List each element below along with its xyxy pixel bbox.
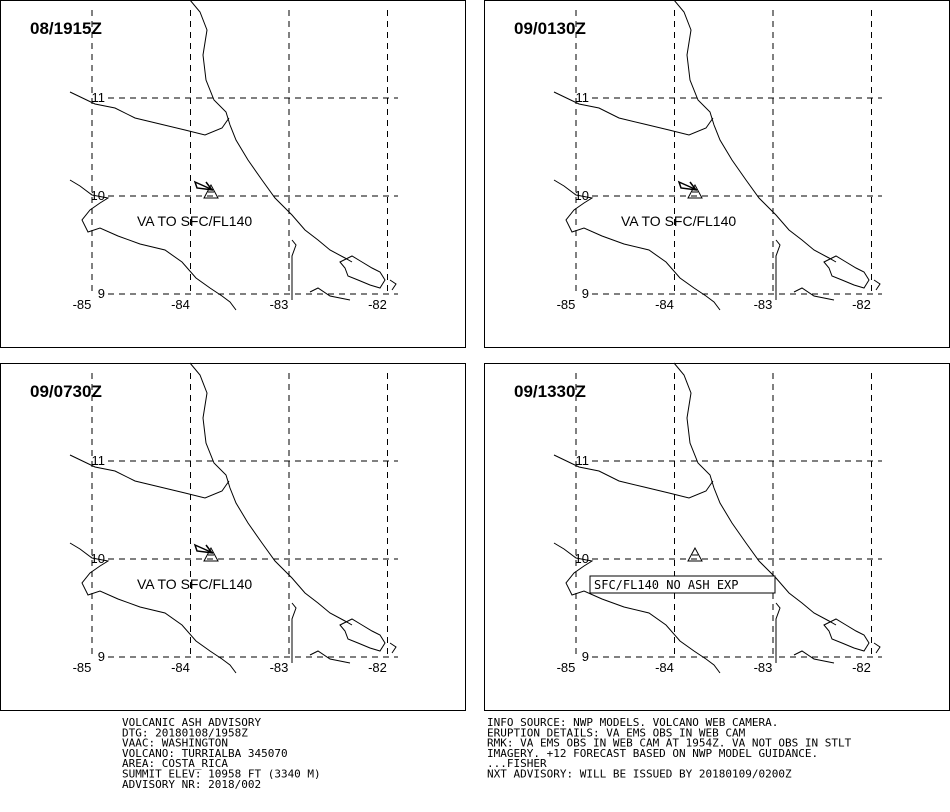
- ash-label: VA TO SFC/FL140: [137, 576, 252, 592]
- coastline: [673, 362, 837, 626]
- coastline: [553, 179, 721, 311]
- lon-label: -82: [368, 297, 387, 312]
- advisory-line: ...FISHER: [487, 757, 547, 770]
- coastline: [673, 0, 837, 263]
- ash-area: [193, 180, 214, 191]
- lon-label: -83: [754, 297, 773, 312]
- ash-label: VA TO SFC/FL140: [137, 213, 252, 229]
- coastline: [291, 239, 397, 301]
- panel-border: [484, 363, 950, 711]
- lat-label: 9: [98, 649, 105, 664]
- lon-label: -85: [73, 660, 92, 675]
- lat-label: 11: [576, 90, 590, 105]
- ash-area: [677, 180, 698, 191]
- coastline: [69, 179, 237, 311]
- map-panel: 11 10 9 -85 -84 -83 -82 08/1915Z VA TO SFC/FL140: [0, 0, 466, 348]
- advisory-line: NXT ADVISORY: WILL BE ISSUED BY 20180109…: [487, 768, 792, 781]
- lon-label: -82: [852, 297, 871, 312]
- coastline: [69, 542, 237, 674]
- lat-label: 9: [582, 286, 589, 301]
- lon-label: -83: [270, 660, 289, 675]
- panel-border: [0, 363, 466, 711]
- advisory-line: VOLCANIC ASH ADVISORY: [122, 716, 261, 729]
- lon-label: -83: [270, 297, 289, 312]
- coastline: [189, 0, 353, 263]
- advisory-line: INFO SOURCE: NWP MODELS. VOLCANO WEB CAM…: [487, 716, 778, 729]
- map-panel: 11 10 9 -85 -84 -83 -82 09/0130Z VA TO SFC/FL140: [484, 0, 950, 348]
- coastline: [553, 91, 714, 136]
- lon-label: -84: [655, 660, 674, 675]
- map-panel: 11 10 9 -85 -84 -83 -82 09/1330Z SFC/FL140 NO AS…: [484, 362, 950, 711]
- advisory-line: ADVISORY NR: 2018/002: [122, 778, 261, 791]
- lat-label: 10: [91, 188, 105, 203]
- lat-label: 9: [582, 649, 589, 664]
- coastline: [553, 542, 721, 674]
- lon-label: -85: [557, 660, 576, 675]
- advisory-line: RMK: VA EMS OBS IN WEB CAM AT 1954Z. VA …: [487, 737, 852, 750]
- advisory-line: SUMMIT ELEV: 10958 FT (3340 M): [122, 768, 321, 781]
- lat-label: 10: [575, 188, 589, 203]
- volcano-symbol: [687, 546, 703, 562]
- map-panel: 11 10 9 -85 -84 -83 -82 09/0730Z VA TO SFC/FL140: [0, 362, 466, 711]
- lat-label: 11: [92, 453, 106, 468]
- lon-label: -85: [557, 297, 576, 312]
- label-box: [589, 575, 776, 594]
- ash-area: [193, 543, 214, 554]
- lat-label: 10: [91, 551, 105, 566]
- lon-label: -84: [655, 297, 674, 312]
- lon-label: -82: [368, 660, 387, 675]
- lat-label: 11: [92, 90, 106, 105]
- advisory-line: DTG: 20180108/1958Z: [122, 726, 248, 739]
- lon-label: -85: [73, 297, 92, 312]
- advisory-line: VAAC: WASHINGTON: [122, 737, 228, 750]
- forecast-time: 09/0130Z: [514, 19, 586, 38]
- advisory-line: IMAGERY. +12 FORECAST BASED ON NWP MODEL…: [487, 747, 818, 760]
- forecast-time: 09/0730Z: [30, 382, 102, 401]
- lon-label: -83: [754, 660, 773, 675]
- advisory-line: VOLCANO: TURRIALBA 345070: [122, 747, 288, 760]
- ash-label: SFC/FL140 NO ASH EXP: [594, 578, 739, 592]
- coastline: [775, 239, 881, 301]
- coastline: [69, 91, 230, 136]
- coastline: [553, 454, 714, 499]
- lon-label: -84: [171, 660, 190, 675]
- lat-label: 11: [576, 453, 590, 468]
- volcano-symbol: [687, 183, 703, 199]
- coastline: [69, 454, 230, 499]
- panel-border: [484, 0, 950, 348]
- lat-label: 10: [575, 551, 589, 566]
- coastline: [775, 602, 881, 664]
- volcano-symbol: [203, 183, 219, 199]
- ash-label: VA TO SFC/FL140: [621, 213, 736, 229]
- coastline: [189, 362, 353, 626]
- panel-border: [0, 0, 466, 348]
- advisory-line: AREA: COSTA_RICA: [122, 757, 228, 770]
- volcano-symbol: [203, 546, 219, 562]
- coastline: [291, 602, 397, 664]
- forecast-time: 09/1330Z: [514, 382, 586, 401]
- lat-label: 9: [98, 286, 105, 301]
- forecast-time: 08/1915Z: [30, 19, 102, 38]
- lon-label: -84: [171, 297, 190, 312]
- lon-label: -82: [852, 660, 871, 675]
- advisory-line: ERUPTION DETAILS: VA EMS OBS IN WEB CAM: [487, 726, 746, 739]
